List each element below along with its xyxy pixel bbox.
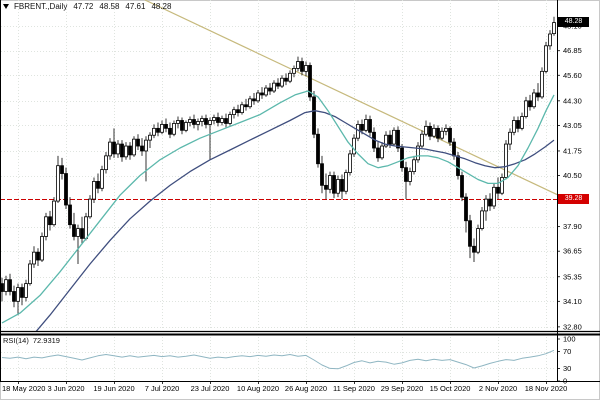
svg-text:100: 100	[563, 335, 576, 344]
ohlc-high-value: 48.58	[99, 2, 120, 11]
svg-text:18 Nov 2020: 18 Nov 2020	[525, 384, 568, 393]
symbol-marker-down-triangle-icon	[3, 4, 9, 9]
symbol-period-label: FBRENT.,Daily	[14, 2, 68, 11]
svg-text:15 Oct 2020: 15 Oct 2020	[430, 384, 471, 393]
svg-text:43.05: 43.05	[563, 121, 582, 130]
svg-text:70: 70	[563, 347, 571, 356]
svg-text:35.35: 35.35	[563, 272, 582, 281]
ohlc-open-value: 47.72	[73, 2, 94, 11]
support-level-badge: 39.28	[558, 194, 589, 204]
svg-text:32.80: 32.80	[563, 322, 582, 331]
svg-text:26 Aug 2020: 26 Aug 2020	[285, 384, 327, 393]
svg-text:7 Jul 2020: 7 Jul 2020	[145, 384, 180, 393]
svg-text:41.75: 41.75	[563, 146, 582, 155]
rsi-value: 72.9319	[32, 336, 60, 345]
rsi-name: RSI(14)	[3, 336, 29, 345]
svg-text:36.65: 36.65	[563, 247, 582, 256]
ohlc-close-value: 48.28	[151, 2, 172, 11]
svg-text:44.30: 44.30	[563, 96, 582, 105]
svg-text:0: 0	[563, 377, 567, 386]
svg-text:30: 30	[563, 364, 571, 373]
svg-text:19 Jun 2020: 19 Jun 2020	[93, 384, 134, 393]
svg-text:37.90: 37.90	[563, 222, 582, 231]
svg-text:34.10: 34.10	[563, 297, 582, 306]
svg-text:10 Aug 2020: 10 Aug 2020	[237, 384, 279, 393]
ohlc-low-value: 47.61	[125, 2, 146, 11]
svg-text:18 May 2020: 18 May 2020	[2, 384, 45, 393]
svg-text:2 Nov 2020: 2 Nov 2020	[479, 384, 517, 393]
svg-text:3 Jun 2020: 3 Jun 2020	[47, 384, 84, 393]
svg-text:11 Sep 2020: 11 Sep 2020	[333, 384, 375, 393]
rsi-indicator-label: RSI(14) 72.9319	[3, 336, 60, 345]
svg-text:45.60: 45.60	[563, 71, 582, 80]
svg-text:29 Sep 2020: 29 Sep 2020	[381, 384, 424, 393]
chart-title: FBRENT.,Daily 47.72 48.58 47.61 48.28	[3, 2, 171, 11]
svg-text:40.50: 40.50	[563, 171, 582, 180]
current-price-badge: 48.28	[558, 17, 589, 27]
svg-text:23 Jul 2020: 23 Jul 2020	[191, 384, 230, 393]
svg-text:46.85: 46.85	[563, 46, 582, 55]
